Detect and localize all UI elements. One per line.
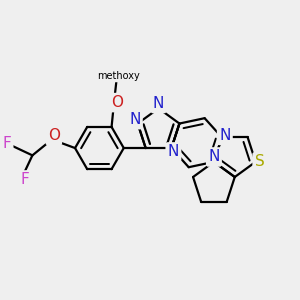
Text: O: O: [48, 128, 60, 143]
Text: S: S: [255, 154, 264, 169]
Text: N: N: [129, 112, 140, 127]
Text: methoxy: methoxy: [97, 71, 140, 81]
Text: N: N: [153, 96, 164, 111]
Text: N: N: [219, 128, 230, 143]
Text: F: F: [20, 172, 29, 188]
Text: N: N: [208, 149, 220, 164]
Text: N: N: [168, 144, 179, 159]
Text: F: F: [2, 136, 11, 151]
Text: O: O: [111, 95, 123, 110]
